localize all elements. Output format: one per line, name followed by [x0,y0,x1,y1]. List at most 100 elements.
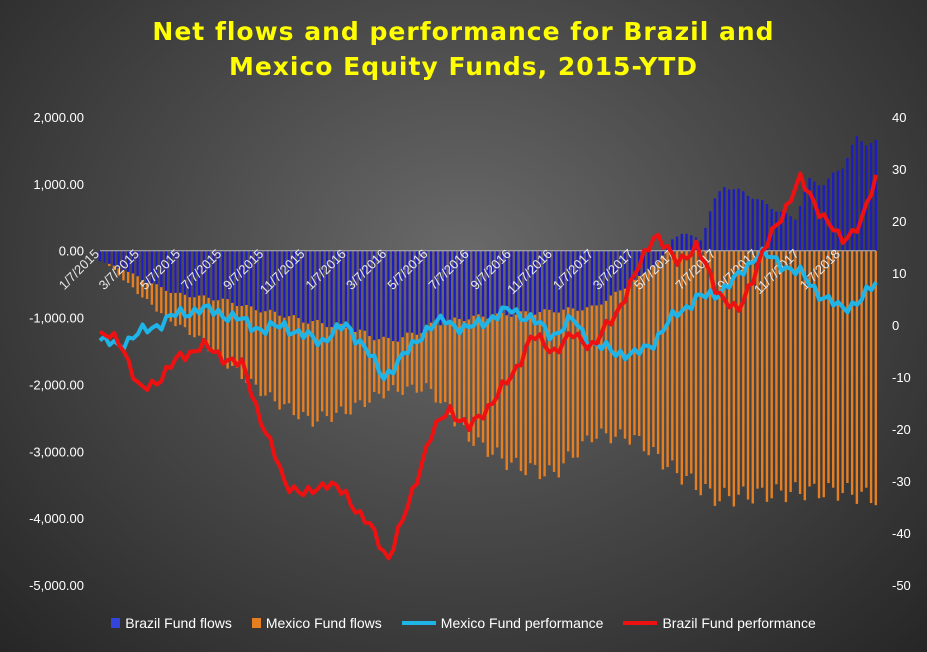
brazil-flow-bar [396,250,400,342]
brazil-flow-bar [377,250,381,340]
brazil-flow-bar [576,250,579,311]
mexico-flow-bar [694,250,698,490]
brazil-flow-bar [642,250,646,274]
brazil-flow-bar [784,212,788,251]
legend-swatch-mexico-perf [401,621,436,625]
brazil-flow-bar [685,233,688,251]
brazil-flow-bar [292,250,295,316]
brazil-flow-bar [832,172,835,251]
mexico-flow-bar [680,250,683,485]
brazil-flow-bar [169,250,172,293]
brazil-flow-bar [742,191,745,251]
brazil-flow-bar [458,250,461,320]
brazil-flow-bar [510,250,513,317]
brazil-flow-bar [112,250,116,266]
mexico-flow-bar [765,250,769,502]
brazil-flow-bar [245,250,248,305]
brazil-flow-bar [529,250,532,314]
brazil-flow-bar [808,178,811,251]
y-right-tick-label: -50 [892,578,911,593]
brazil-flow-bar [841,168,844,251]
mexico-flow-bar [671,250,674,461]
brazil-flow-bar [202,250,206,296]
mexico-flow-bar [552,250,556,472]
brazil-flow-bar [311,250,314,322]
brazil-flow-bar [737,188,740,251]
brazil-flow-bar [240,250,243,306]
brazil-flow-bar [505,250,508,316]
brazil-flow-bar [609,250,613,296]
brazil-flow-bar [339,250,343,324]
mexico-flow-bar [789,250,792,492]
brazil-flow-bar [126,250,130,272]
mexico-flow-bar [557,250,560,478]
mexico-flow-bar [481,250,485,443]
legend-item-brazil-perf: Brazil Fund performance [623,612,816,634]
legend-label-brazil-perf: Brazil Fund performance [662,615,816,631]
brazil-flow-bar [491,250,494,317]
brazil-flow-bar [325,250,329,328]
mexico-flow-bar [486,250,489,457]
y-right-tick-label: 0 [892,318,899,333]
brazil-flow-bar [472,250,475,316]
mexico-flow-bar [822,250,825,498]
mexico-flow-bar [562,250,565,464]
y-left-tick-label: 1,000.00 [33,177,84,192]
brazil-flow-bar [874,139,877,251]
brazil-flow-bar [373,250,376,341]
brazil-flow-bar [462,250,466,322]
mexico-flow-bar [216,250,220,352]
brazil-flow-bar [850,144,854,251]
mexico-flow-bar [779,250,783,491]
mexico-flow-bar [231,250,234,366]
legend-label-mexico-flows: Mexico Fund flows [265,615,382,631]
mexico-flow-bar [320,250,324,412]
brazil-flow-bar [197,250,201,296]
mexico-flow-bar [496,250,499,448]
brazil-flow-bar [183,250,187,295]
legend: Brazil Fund flows Mexico Fund flows Mexi… [0,612,927,634]
brazil-flow-bar [590,250,594,306]
mexico-flow-bar [685,250,688,476]
brazil-flow-bar [193,250,196,298]
right-y-axis: 40 30 20 10 0 -10 -20 -30 -40 -50 [892,110,911,593]
brazil-flow-bar [477,250,480,315]
mexico-flow-bar [850,250,854,495]
brazil-flow-bar [846,158,849,251]
brazil-flow-bar [548,250,551,310]
mexico-flow-bar [784,250,788,503]
brazil-flow-bar [283,250,286,318]
brazil-flow-bar [604,250,608,301]
brazil-flow-bar [368,250,371,337]
y-right-tick-label: 30 [892,162,906,177]
brazil-flow-bar [448,250,452,321]
chart-title-line-1: Net flows and performance for Brazil and [152,17,775,46]
brazil-flow-bar [212,250,215,301]
brazil-flow-bar [155,250,158,285]
y-left-tick-label: 2,000.00 [33,110,84,125]
mexico-flow-bar [704,250,707,484]
brazil-flow-bar [765,204,769,251]
brazil-flow-bar [571,250,575,309]
mexico-flow-bar [259,250,262,397]
brazil-flow-bar [108,250,111,264]
brazil-flow-bar [761,200,764,251]
mexico-flow-bar [832,250,835,488]
brazil-flow-bar [268,250,272,310]
mexico-flow-bar [751,250,754,504]
mexico-flow-bar [846,250,849,483]
y-left-tick-label: -5,000.00 [29,578,84,593]
mexico-flow-bar [462,250,466,426]
mexico-flow-bar [221,250,225,362]
brazil-flow-bar [652,250,655,267]
mexico-flow-bar [661,250,665,470]
brazil-flow-bar [775,211,778,251]
mexico-flow-bar [529,250,532,464]
mexico-flow-bar [841,250,844,494]
brazil-flow-bar [216,250,220,301]
mexico-flow-bar [434,250,437,403]
brazil-flow-bar [188,250,191,298]
mexico-flow-bar [718,250,721,502]
brazil-flow-bar [254,250,258,311]
mexico-flow-bar [642,250,646,452]
